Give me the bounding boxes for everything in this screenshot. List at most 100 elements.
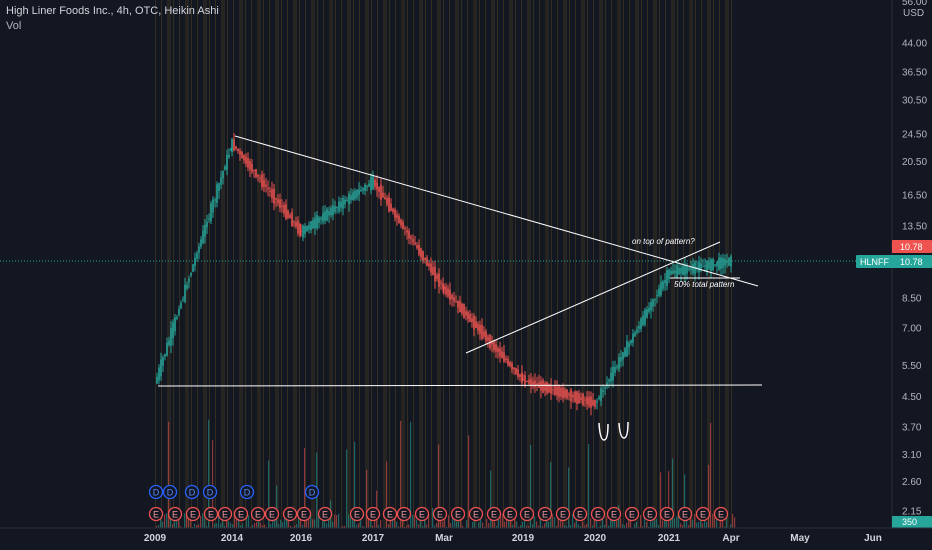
dividend-marker[interactable] <box>202 484 218 500</box>
support-line[interactable] <box>157 384 763 387</box>
session-band <box>329 0 333 528</box>
candle-body <box>592 400 594 406</box>
earnings-marker[interactable] <box>233 506 249 522</box>
earnings-marker-letter: E <box>664 510 670 520</box>
earnings-marker-letter: E <box>401 510 407 520</box>
earnings-marker[interactable] <box>677 506 693 522</box>
volume-bar <box>538 525 540 528</box>
earnings-marker[interactable] <box>217 506 233 522</box>
earnings-marker[interactable] <box>642 506 658 522</box>
earnings-marker[interactable] <box>250 506 266 522</box>
earnings-marker[interactable] <box>296 506 312 522</box>
volume-bar <box>478 522 480 528</box>
earnings-marker[interactable] <box>572 506 588 522</box>
volume-bar <box>432 507 434 528</box>
session-band <box>605 0 606 528</box>
candle-body <box>164 354 166 357</box>
earnings-marker[interactable] <box>713 506 729 522</box>
dividend-marker[interactable] <box>184 484 200 500</box>
volume-bar <box>710 423 712 528</box>
earnings-marker[interactable] <box>282 506 298 522</box>
candle-body <box>336 207 338 209</box>
earnings-marker[interactable] <box>414 506 430 522</box>
earnings-marker[interactable] <box>537 506 553 522</box>
ascending-trendline[interactable] <box>465 241 721 354</box>
earnings-marker[interactable] <box>349 506 365 522</box>
candle-body <box>638 326 640 329</box>
volume-bar <box>288 518 290 528</box>
session-band <box>293 0 297 528</box>
volume-bar <box>602 517 604 528</box>
candle-body <box>578 393 580 404</box>
volume-bar <box>472 522 474 528</box>
volume-bar <box>198 524 200 528</box>
volume-bar <box>332 521 334 528</box>
earnings-marker[interactable] <box>264 506 280 522</box>
dividend-marker[interactable] <box>239 484 255 500</box>
earnings-marker[interactable] <box>502 506 518 522</box>
candle-body <box>241 151 243 159</box>
dividend-marker[interactable] <box>304 484 320 500</box>
earnings-marker[interactable] <box>624 506 640 522</box>
price-tick: 8.50 <box>902 293 922 304</box>
earnings-marker[interactable] <box>396 506 412 522</box>
descending-trendline[interactable] <box>234 135 759 287</box>
candle-body <box>451 295 453 300</box>
session-band <box>563 0 567 528</box>
price-tick: 36.50 <box>902 68 927 79</box>
candle-body <box>249 161 251 170</box>
volume-bar <box>408 524 410 528</box>
earnings-marker[interactable] <box>555 506 571 522</box>
candle-body <box>428 263 430 267</box>
earnings-marker[interactable] <box>203 506 219 522</box>
earnings-marker[interactable] <box>659 506 675 522</box>
earnings-marker[interactable] <box>606 506 622 522</box>
candle-body <box>162 357 164 366</box>
volume-bar <box>494 522 496 528</box>
candle-body <box>560 387 562 397</box>
earnings-marker[interactable] <box>167 506 183 522</box>
volume-bar <box>426 524 428 528</box>
volume-bar <box>722 519 724 528</box>
volume-bar <box>414 515 416 528</box>
candle-body <box>299 224 301 235</box>
earnings-marker-letter: E <box>473 510 479 520</box>
earnings-marker[interactable] <box>382 506 398 522</box>
volume-bar <box>706 521 708 528</box>
candle-body <box>704 265 706 267</box>
volume-bar <box>482 522 484 528</box>
earnings-marker-letter: E <box>287 510 293 520</box>
earnings-marker[interactable] <box>519 506 535 522</box>
earnings-marker[interactable] <box>468 506 484 522</box>
candle-body <box>378 186 380 192</box>
dividend-marker[interactable] <box>162 484 178 500</box>
candle-body <box>265 184 267 188</box>
time-axis[interactable]: 2009 2014 2016 2017 Mar 2019 2020 2021 Apr May Jun <box>144 533 882 544</box>
volume-bar <box>250 526 252 528</box>
earnings-marker[interactable] <box>185 506 201 522</box>
earnings-marker[interactable] <box>148 506 164 522</box>
earnings-marker[interactable] <box>317 506 333 522</box>
volume-bar <box>672 458 674 528</box>
candle-body <box>376 182 378 190</box>
dividend-marker[interactable] <box>148 484 164 500</box>
volume-bar <box>460 520 462 528</box>
earnings-marker-letter: E <box>208 510 214 520</box>
earnings-marker[interactable] <box>365 506 381 522</box>
earnings-marker[interactable] <box>590 506 606 522</box>
volume-bar <box>708 464 710 528</box>
candle-body <box>483 331 485 337</box>
candle-body <box>590 396 592 408</box>
earnings-marker[interactable] <box>450 506 466 522</box>
earnings-marker[interactable] <box>432 506 448 522</box>
candle-body <box>255 169 257 177</box>
candle-body <box>410 236 412 239</box>
earnings-marker-letter: E <box>419 510 425 520</box>
earnings-marker[interactable] <box>695 506 711 522</box>
candle-body <box>606 382 608 386</box>
earnings-marker[interactable] <box>486 506 502 522</box>
volume-bar <box>410 421 412 528</box>
